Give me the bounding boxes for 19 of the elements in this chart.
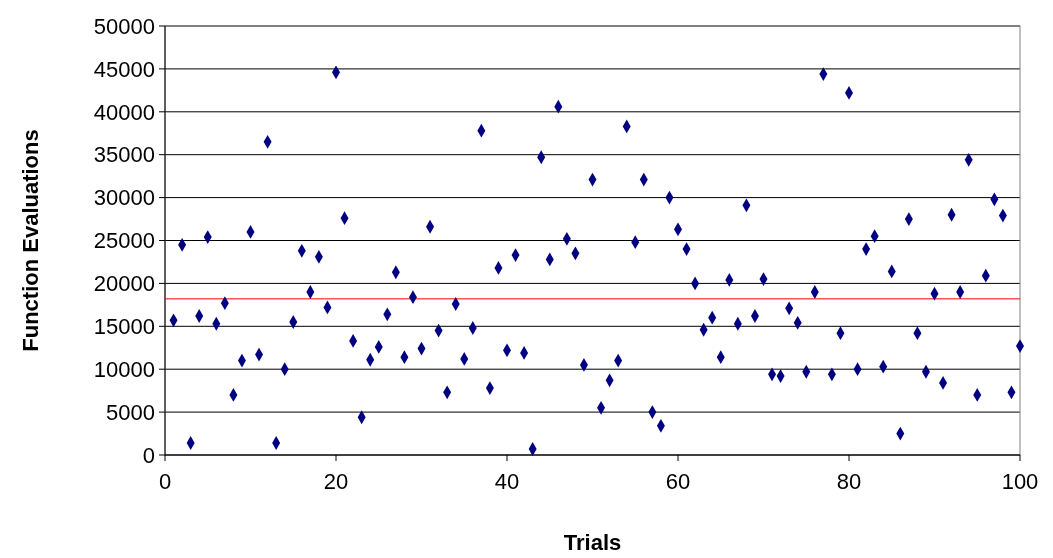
x-tick-label: 40 [494,469,520,494]
y-tick-label: 0 [142,442,155,468]
y-tick-label: 20000 [93,271,155,297]
y-tick-label: 25000 [93,228,155,254]
y-tick-label: 5000 [106,399,155,425]
x-tick-label: 0 [158,469,172,494]
y-tick-label: 45000 [93,56,155,82]
y-tick-label: 35000 [93,142,155,168]
x-tick-label: 100 [1001,469,1039,494]
x-tick-label: 80 [836,469,862,494]
x-tick-label: 20 [323,469,349,494]
y-axis-title: Function Evaluations [18,129,43,352]
x-axis-title: Trials [563,530,622,555]
y-tick-label: 15000 [93,314,155,339]
y-tick-label: 10000 [93,356,155,382]
y-tick-label: 50000 [93,13,155,39]
x-tick-label: 60 [665,469,691,494]
y-tick-label: 30000 [93,185,155,211]
y-tick-label: 40000 [93,99,155,125]
